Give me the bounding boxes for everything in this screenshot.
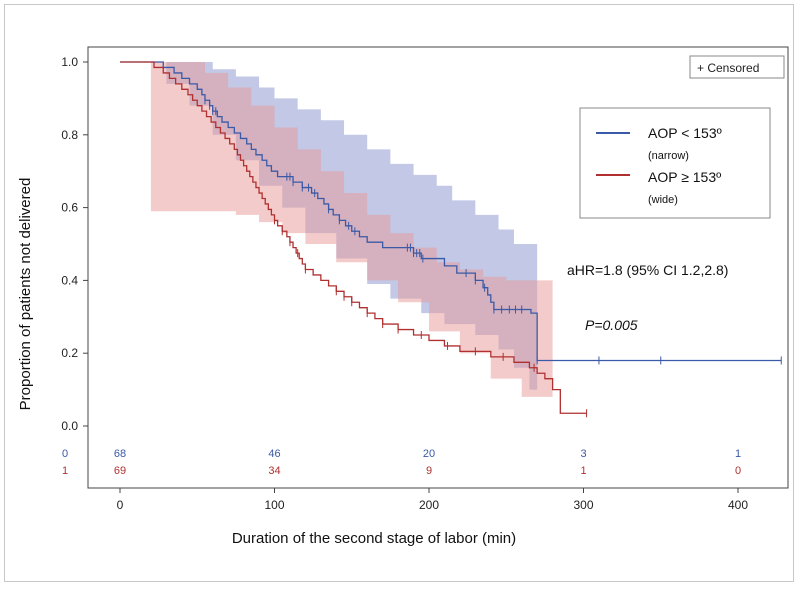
x-tick-label: 400: [728, 498, 748, 512]
at-risk-group-label: 0: [62, 448, 68, 460]
y-tick-label: 0.0: [61, 419, 78, 433]
legend-sub-wide: (wide): [648, 194, 678, 206]
y-tick-label: 0.2: [61, 346, 78, 360]
survival-curves: [120, 61, 782, 414]
at-risk-count: 1: [735, 448, 741, 460]
ci-band-wide: [120, 62, 553, 416]
at-risk-count: 9: [426, 465, 432, 477]
y-tick-label: 1.0: [61, 55, 78, 69]
at-risk-count: 20: [423, 448, 435, 460]
km-curve-wide: [120, 61, 587, 414]
plot-area: [87, 46, 789, 489]
x-tick-label: 200: [419, 498, 439, 512]
y-tick-label: 0.4: [61, 273, 78, 287]
censored-legend-box: [689, 55, 785, 79]
x-tick-label: 100: [264, 498, 284, 512]
p-value-annotation: P=0.005: [585, 317, 638, 333]
y-tick-label: 0.8: [61, 128, 78, 142]
at-risk-count: 3: [580, 448, 586, 460]
censored-legend-label: + Censored: [697, 61, 759, 75]
y-axis-label: Proportion of patients not delivered: [17, 178, 34, 411]
y-tick-label: 0.6: [61, 201, 78, 215]
x-tick-label: 0: [117, 498, 124, 512]
at-risk-count: 69: [114, 465, 126, 477]
confidence-bands: [120, 62, 553, 416]
legend-sub-narrow: (narrow): [648, 150, 689, 162]
at-risk-count: 1: [580, 465, 586, 477]
legend-box: [579, 107, 771, 219]
x-axis-label: Duration of the second stage of labor (m…: [232, 530, 516, 547]
at-risk-count: 68: [114, 448, 126, 460]
y-axis: 0.0 0.2 0.4 0.6 0.8 1.0: [61, 55, 88, 433]
x-tick-label: 300: [573, 498, 593, 512]
censored-marks: [204, 96, 782, 418]
legend-label-wide: AOP ≥ 153º: [648, 169, 721, 185]
at-risk-count: 0: [735, 465, 741, 477]
at-risk-count: 34: [268, 465, 280, 477]
km-curve-narrow: [120, 61, 782, 362]
at-risk-table: 0 68 46 20 3 1 1 69 34 9 1 0: [62, 448, 741, 477]
at-risk-group-label: 1: [62, 465, 68, 477]
at-risk-count: 46: [268, 448, 280, 460]
figure-frame: [4, 4, 794, 582]
legend-label-narrow: AOP < 153º: [648, 125, 722, 141]
hazard-ratio-annotation: aHR=1.8 (95% CI 1.2,2.8): [567, 262, 728, 278]
x-axis: 0 100 200 300 400: [117, 488, 748, 512]
